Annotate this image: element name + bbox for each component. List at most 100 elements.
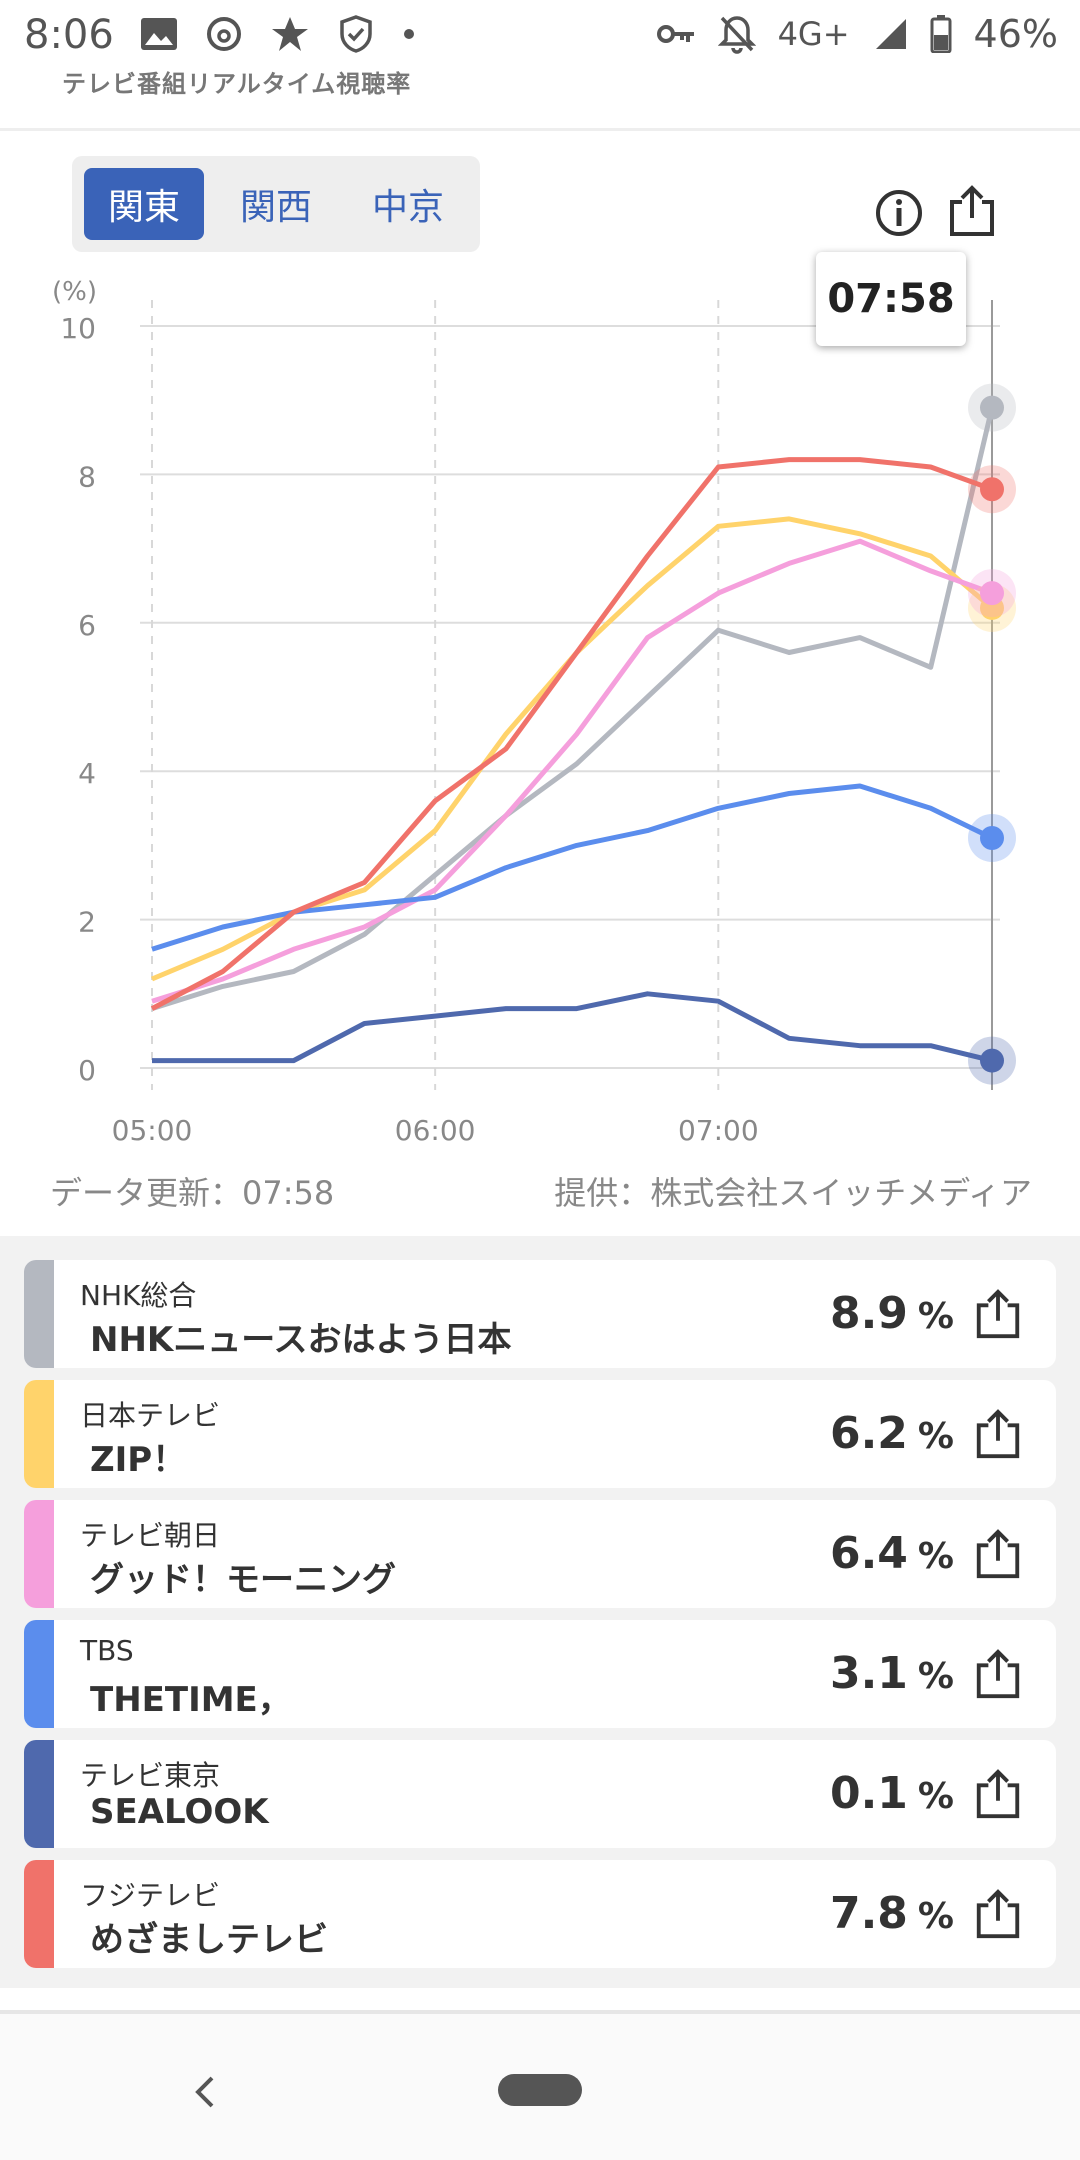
share-icon[interactable] <box>972 1648 1024 1700</box>
rating-unit: % <box>917 1296 954 1337</box>
share-chart-button[interactable] <box>946 184 998 242</box>
rating-number: 3.1 <box>829 1648 908 1699</box>
series-line-4 <box>152 991 993 1064</box>
ratings-chart: (%) 0 2 4 6 8 10 05:00 06:00 07:00 <box>52 277 1016 1147</box>
y-tick-label: 10 <box>60 312 96 345</box>
system-nav-bar <box>0 2014 1080 2160</box>
channel-name: NHK総合 <box>80 1279 197 1312</box>
status-time: 8:06 <box>24 12 114 58</box>
back-icon[interactable] <box>190 2072 220 2112</box>
chart-series <box>150 407 995 1064</box>
channel-name: フジテレビ <box>80 1879 221 1912</box>
x-tick-label: 05:00 <box>112 1114 193 1147</box>
shield-icon <box>340 15 372 53</box>
header-divider <box>0 128 1080 131</box>
channel-card-tbs[interactable]: TBS THETIME， 3.1% <box>24 1620 1056 1728</box>
network-type: 4G+ <box>777 15 850 53</box>
channel-name: 日本テレビ <box>80 1399 221 1432</box>
rating-value: 8.9% <box>830 1288 954 1339</box>
rating-value: 0.1% <box>830 1768 954 1819</box>
series-line-1 <box>151 516 994 982</box>
status-left-icons <box>140 14 416 54</box>
channel-name: テレビ朝日 <box>80 1519 221 1552</box>
y-tick-label: 6 <box>78 609 96 642</box>
channel-list: NHK総合 NHKニュースおはよう日本 8.9% 日本テレビ ZIP！ 6.2%… <box>0 1236 1080 1988</box>
status-right: 4G+ 46% <box>656 12 1058 56</box>
program-title: SEALOOK <box>90 1792 269 1832</box>
app-subtitle: テレビ番組リアルタイム視聴率 <box>62 70 412 98</box>
channel-card-ntv[interactable]: 日本テレビ ZIP！ 6.2% <box>24 1380 1056 1488</box>
rating-number: 8.9 <box>829 1288 908 1339</box>
program-title: THETIME， <box>90 1680 292 1720</box>
status-bar: 8:06 4G+ 46% <box>0 0 1080 70</box>
threads-icon <box>207 17 241 51</box>
y-axis-label: (%) <box>52 277 97 307</box>
tab-chukyo[interactable]: 中京 <box>371 187 444 228</box>
share-icon[interactable] <box>972 1528 1024 1580</box>
x-axis-ticks: 05:00 06:00 07:00 <box>112 1114 759 1147</box>
y-tick-label: 8 <box>78 460 96 493</box>
rating-number: 0.1 <box>829 1768 908 1819</box>
x-tick-label: 06:00 <box>395 1114 476 1147</box>
battery-percent: 46% <box>973 12 1058 56</box>
rating-number: 7.8 <box>829 1888 908 1939</box>
channel-card-nhk[interactable]: NHK総合 NHKニュースおはよう日本 8.9% <box>24 1260 1056 1368</box>
rating-number: 6.2 <box>829 1408 908 1459</box>
share-icon <box>950 185 994 236</box>
program-title: NHKニュースおはよう日本 <box>90 1320 512 1360</box>
share-icon[interactable] <box>972 1768 1024 1820</box>
program-title: めざましテレビ <box>90 1920 328 1960</box>
share-icon[interactable] <box>972 1288 1024 1340</box>
notifications-off-icon <box>717 16 756 54</box>
data-updated: データ更新：07:58 <box>50 1174 335 1212</box>
y-tick-label: 2 <box>78 906 96 939</box>
end-point-4 <box>980 1048 1004 1073</box>
end-point-3 <box>980 825 1004 850</box>
region-tabs: 関東 関西 中京 <box>72 156 480 252</box>
rating-value: 6.4% <box>830 1528 954 1579</box>
y-axis-ticks: (%) 0 2 4 6 8 10 <box>52 277 97 1087</box>
program-title: ZIP！ <box>90 1440 187 1480</box>
channel-color-stripe <box>24 1260 54 1368</box>
y-tick-label: 0 <box>78 1054 96 1087</box>
share-icon[interactable] <box>972 1408 1024 1460</box>
channel-name: テレビ東京 <box>80 1759 221 1792</box>
rating-unit: % <box>917 1536 954 1577</box>
channel-color-stripe <box>24 1620 54 1728</box>
data-provider: 提供：株式会社スイッチメディア <box>554 1174 1032 1212</box>
rating-value: 6.2% <box>830 1408 954 1459</box>
info-icon <box>876 190 922 236</box>
rating-number: 6.4 <box>829 1528 908 1579</box>
rating-unit: % <box>917 1776 954 1817</box>
vpn-key-icon <box>656 25 694 43</box>
channel-card-fuji[interactable]: フジテレビ めざましテレビ 7.8% <box>24 1860 1056 1968</box>
battery-icon <box>930 15 952 53</box>
end-point-5 <box>980 477 1004 502</box>
home-pill[interactable] <box>498 2074 582 2106</box>
time-tooltip: 07:58 <box>816 252 966 346</box>
rating-value: 3.1% <box>830 1648 954 1699</box>
image-icon <box>141 18 177 50</box>
channel-color-stripe <box>24 1500 54 1608</box>
channel-card-tv-asahi[interactable]: テレビ朝日 グッド！モーニング 6.4% <box>24 1500 1056 1608</box>
info-button[interactable] <box>874 188 924 242</box>
program-title: グッド！モーニング <box>90 1560 396 1600</box>
chart-end-points <box>968 383 1016 1085</box>
share-icon[interactable] <box>972 1888 1024 1940</box>
tab-kanto[interactable]: 関東 <box>84 168 204 240</box>
list-bottom-divider <box>0 2010 1080 2014</box>
y-tick-label: 4 <box>78 757 96 790</box>
rating-unit: % <box>917 1656 954 1697</box>
dot-icon <box>404 29 414 39</box>
end-point-0 <box>980 395 1004 420</box>
rating-unit: % <box>917 1416 954 1457</box>
channel-color-stripe <box>24 1740 54 1848</box>
star-icon <box>272 17 308 51</box>
series-line-0 <box>151 407 995 1011</box>
channel-color-stripe <box>24 1860 54 1968</box>
tab-kansai[interactable]: 関西 <box>239 187 312 228</box>
rating-value: 7.8% <box>830 1888 954 1939</box>
channel-color-stripe <box>24 1380 54 1488</box>
signal-icon <box>875 19 906 49</box>
channel-card-tv-tokyo[interactable]: テレビ東京 SEALOOK 0.1% <box>24 1740 1056 1848</box>
